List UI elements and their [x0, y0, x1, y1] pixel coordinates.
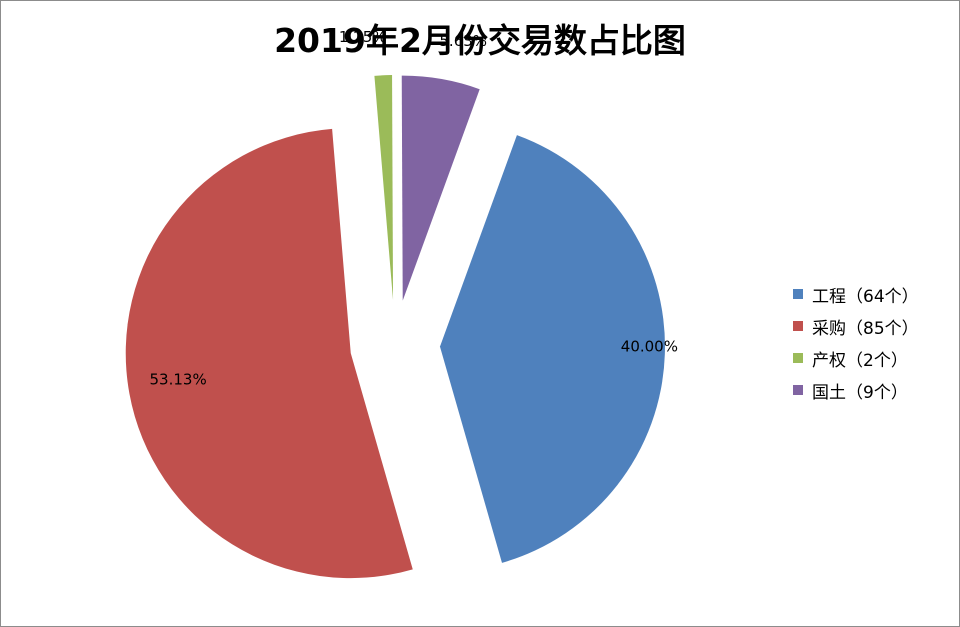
legend-label: 采购（85个）	[812, 318, 919, 339]
data-label: 1.25%	[339, 28, 387, 46]
legend-item-gongcheng: 工程（64个）	[793, 278, 919, 310]
legend-label: 工程（64个）	[812, 286, 919, 307]
legend: 工程（64个） 采购（85个） 产权（2个） 国土（9个）	[793, 278, 919, 406]
legend-swatch	[793, 385, 803, 395]
legend-item-caigou: 采购（85个）	[793, 310, 919, 342]
legend-item-guotu: 国土（9个）	[793, 374, 919, 406]
chart-title: 2019年2月份交易数占比图	[274, 21, 686, 60]
slice-chanquan	[374, 75, 394, 301]
slice-caigou	[125, 128, 413, 579]
legend-swatch	[793, 321, 803, 331]
data-label: 5.63%	[439, 32, 487, 50]
legend-item-chanquan: 产权（2个）	[793, 342, 919, 374]
slice-gongcheng	[439, 135, 665, 563]
legend-label: 国土（9个）	[812, 382, 908, 403]
legend-swatch	[793, 353, 803, 363]
legend-label: 产权（2个）	[812, 350, 908, 371]
legend-swatch	[793, 289, 803, 299]
data-label: 53.13%	[150, 371, 207, 389]
data-label: 40.00%	[621, 337, 678, 355]
slice-guotu	[401, 75, 480, 301]
